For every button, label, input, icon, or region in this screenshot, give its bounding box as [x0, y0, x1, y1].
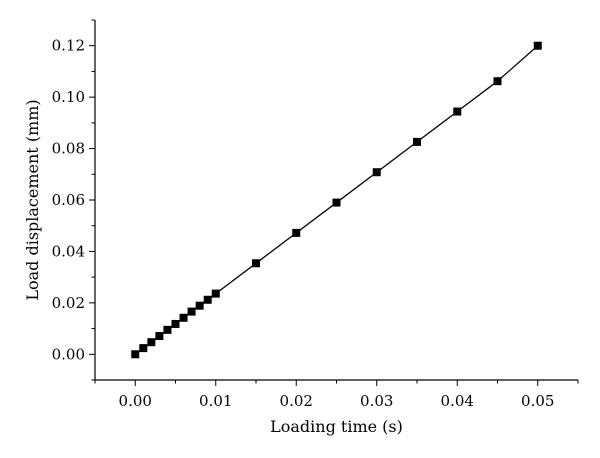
data-point: [155, 332, 164, 341]
y-tick-label: 0.08: [52, 140, 85, 158]
x-axis-ticks: 0.00 0.01 0.02 0.03 0.04 0.05: [94, 380, 579, 410]
data-point: [252, 259, 260, 268]
data-point: [187, 307, 196, 316]
y-tick-label: 0.04: [52, 242, 85, 260]
y-tick-label: 0.12: [52, 37, 85, 55]
data-point: [179, 313, 188, 322]
data-point: [211, 289, 220, 298]
data-point: [533, 41, 542, 50]
x-tick-label: 0.04: [441, 392, 474, 410]
data-point: [203, 295, 212, 304]
data-point: [332, 198, 341, 207]
data-point: [453, 107, 462, 116]
x-tick-label: 0.02: [280, 392, 313, 410]
data-point: [413, 137, 421, 146]
data-point: [131, 350, 140, 359]
x-tick-label: 0.03: [360, 392, 393, 410]
data-point: [163, 325, 172, 334]
y-axis-title: Load displacement (mm): [23, 99, 42, 300]
y-axis-ticks: 0.00 0.02 0.04 0.06 0.08 0.10 0.12: [52, 19, 95, 381]
x-tick-label: 0.01: [199, 392, 232, 410]
y-tick-label: 0.10: [52, 88, 85, 106]
data-point: [493, 77, 502, 86]
x-axis-title: Loading time (s): [270, 417, 403, 436]
y-tick-label: 0.02: [52, 294, 85, 312]
data-markers: [131, 41, 542, 359]
data-point: [372, 168, 381, 177]
data-point: [292, 228, 301, 237]
data-point: [171, 319, 180, 328]
x-tick-label: 0.00: [119, 392, 152, 410]
y-tick-label: 0.06: [52, 191, 85, 209]
data-point: [139, 344, 148, 353]
x-tick-label: 0.05: [521, 392, 554, 410]
data-point: [195, 301, 204, 310]
y-tick-label: 0.00: [52, 345, 85, 363]
data-point: [147, 338, 156, 347]
